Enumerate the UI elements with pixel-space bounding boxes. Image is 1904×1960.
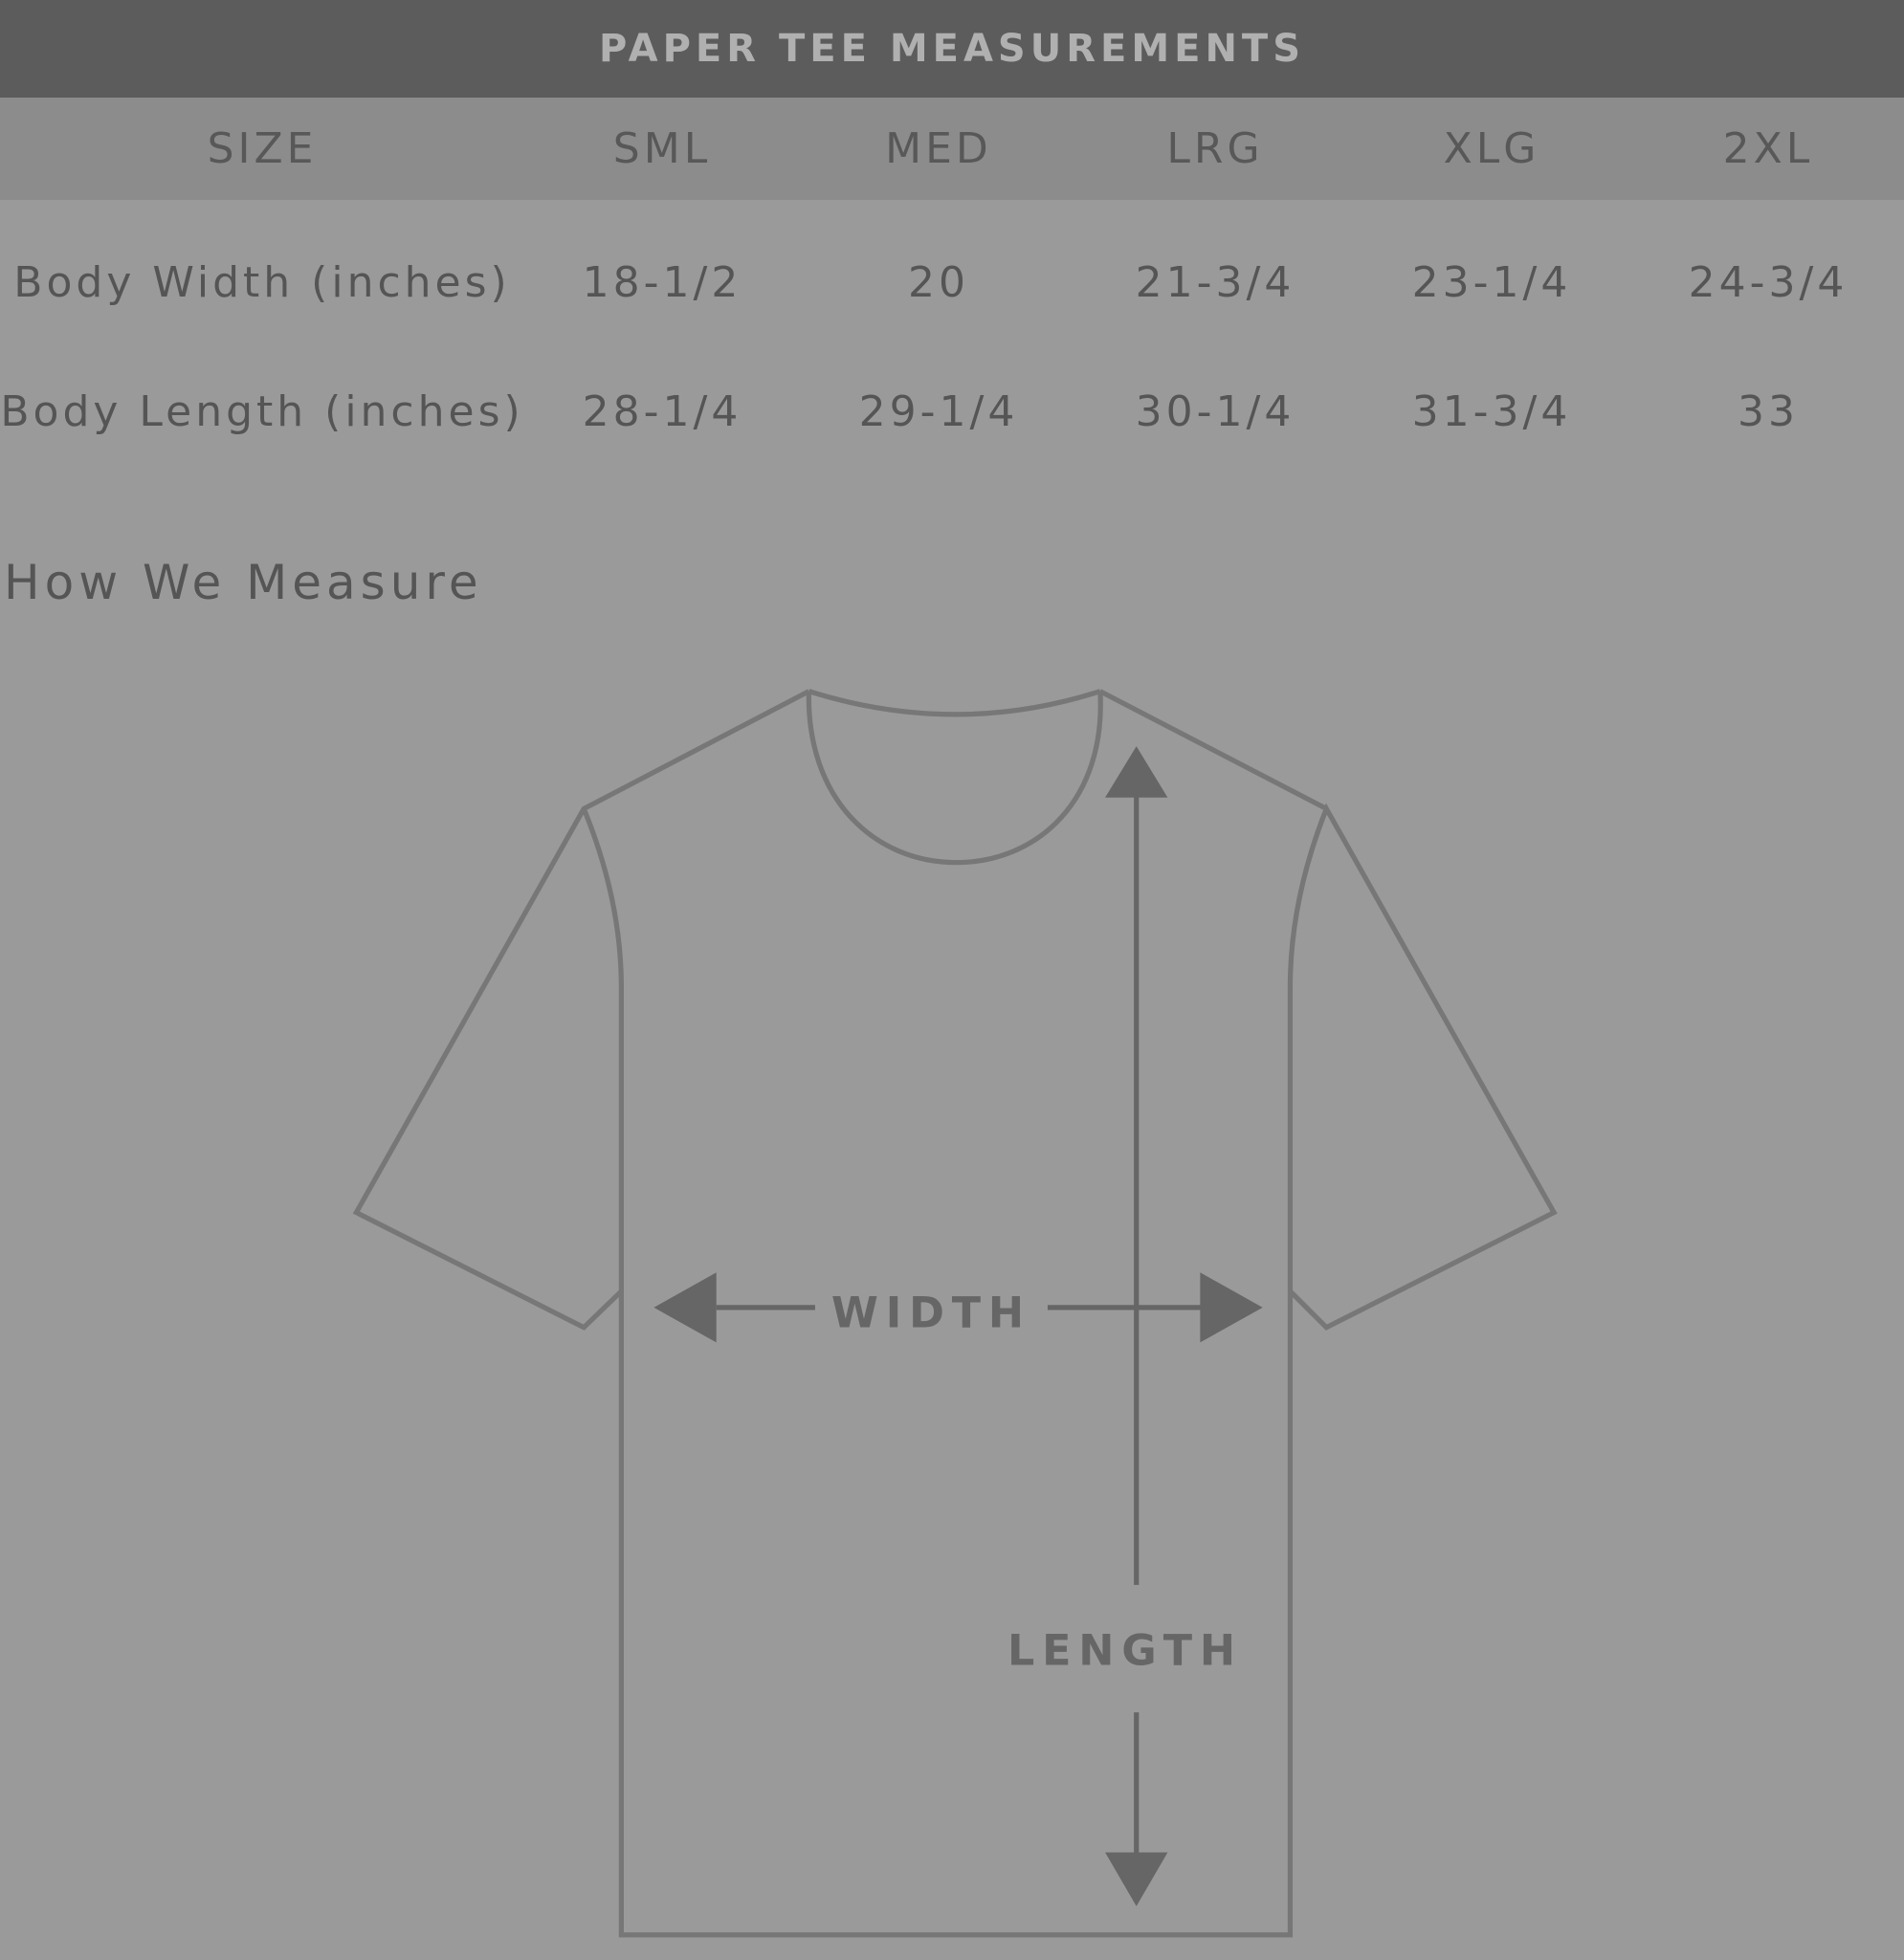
row-label: Body Width (inches) xyxy=(13,257,511,307)
size-header-row: SIZE SML MED LRG XLG 2XL xyxy=(0,98,1904,200)
table-cell: 29-1/4 xyxy=(858,386,1019,436)
header-xlg: XLG xyxy=(1443,124,1540,173)
how-we-measure-heading: How We Measure xyxy=(4,555,483,610)
collar-back xyxy=(808,689,1101,717)
row-label: Body Length (inches) xyxy=(0,386,524,436)
page-title: PAPER TEE MEASUREMENTS xyxy=(598,27,1306,71)
arrow-right-icon xyxy=(1200,1272,1263,1343)
table-cell: 28-1/4 xyxy=(582,386,742,436)
width-label: WIDTH xyxy=(831,1289,1031,1338)
table-row-body-length: Body Length (inches) 28-1/4 29-1/4 30-1/… xyxy=(0,363,1904,459)
header-sml: SML xyxy=(612,124,712,173)
arrow-up-icon xyxy=(1105,746,1168,798)
table-cell: 20 xyxy=(908,257,969,307)
header-size: SIZE xyxy=(207,124,318,173)
header-2xl: 2XL xyxy=(1722,124,1814,173)
header-lrg: LRG xyxy=(1166,124,1264,173)
table-cell: 31-3/4 xyxy=(1411,386,1572,436)
arrow-left-icon xyxy=(653,1272,717,1343)
tshirt-outline xyxy=(352,689,1558,1938)
title-bar: PAPER TEE MEASUREMENTS xyxy=(0,0,1904,98)
table-cell: 30-1/4 xyxy=(1135,386,1295,436)
arrow-down-icon xyxy=(1105,1852,1168,1906)
table-cell: 33 xyxy=(1738,386,1799,436)
length-label: LENGTH xyxy=(1007,1627,1243,1676)
table-cell: 21-3/4 xyxy=(1135,257,1295,307)
table-cell: 24-3/4 xyxy=(1688,257,1849,307)
table-cell: 18-1/2 xyxy=(582,257,742,307)
header-med: MED xyxy=(885,124,992,173)
collar-front xyxy=(806,691,1103,866)
table-row-body-width: Body Width (inches) 18-1/2 20 21-3/4 23-… xyxy=(0,234,1904,330)
table-cell: 23-1/4 xyxy=(1411,257,1572,307)
